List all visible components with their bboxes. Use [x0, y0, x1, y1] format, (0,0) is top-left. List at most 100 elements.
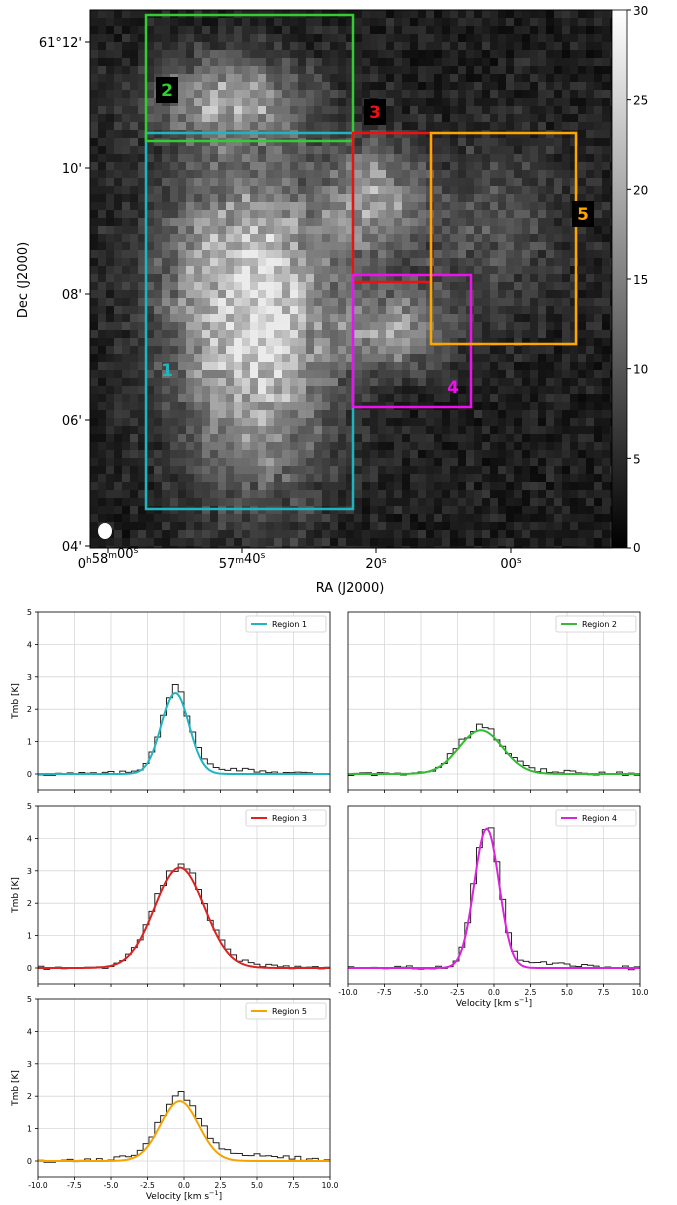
- map-pixel: [346, 434, 354, 442]
- map-pixel: [434, 154, 442, 162]
- map-pixel: [498, 394, 506, 402]
- map-pixel: [330, 474, 338, 482]
- map-pixel: [170, 18, 178, 26]
- map-pixel: [266, 498, 274, 506]
- map-pixel: [266, 146, 274, 154]
- map-pixel: [346, 218, 354, 226]
- map-pixel: [370, 250, 378, 258]
- map-pixel: [162, 330, 170, 338]
- map-pixel: [418, 42, 426, 50]
- map-pixel: [242, 146, 250, 154]
- map-pixel: [122, 266, 130, 274]
- map-pixel: [274, 458, 282, 466]
- map-pixel: [154, 114, 162, 122]
- map-pixel: [610, 354, 612, 362]
- map-pixel: [498, 490, 506, 498]
- map-pixel: [554, 234, 562, 242]
- map-pixel: [210, 154, 218, 162]
- map-pixel: [266, 530, 274, 538]
- map-pixel: [578, 522, 586, 530]
- map-pixel: [442, 202, 450, 210]
- map-pixel: [434, 186, 442, 194]
- map-pixel: [202, 58, 210, 66]
- legend-box: [245, 615, 327, 633]
- map-pixel: [378, 146, 386, 154]
- map-pixel: [418, 538, 426, 546]
- map-pixel: [210, 170, 218, 178]
- map-pixel: [490, 306, 498, 314]
- map-pixel: [586, 338, 594, 346]
- map-pixel: [282, 274, 290, 282]
- map-pixel: [242, 482, 250, 490]
- map-pixel: [370, 410, 378, 418]
- map-pixel: [290, 202, 298, 210]
- map-pixel: [498, 354, 506, 362]
- map-pixel: [338, 186, 346, 194]
- map-pixel: [594, 10, 602, 18]
- map-pixel: [90, 154, 98, 162]
- map-pixel: [482, 274, 490, 282]
- map-pixel: [450, 162, 458, 170]
- map-pixel: [346, 226, 354, 234]
- map-pixel: [394, 26, 402, 34]
- map-pixel: [338, 226, 346, 234]
- map-pixel: [562, 418, 570, 426]
- map-pixel: [378, 378, 386, 386]
- map-pixel: [450, 266, 458, 274]
- map-pixel: [434, 18, 442, 26]
- map-pixel: [234, 50, 242, 58]
- map-pixel: [498, 514, 506, 522]
- map-pixel: [106, 258, 114, 266]
- map-pixel: [602, 274, 610, 282]
- map-pixel: [138, 298, 146, 306]
- map-pixel: [474, 402, 482, 410]
- map-pixel: [570, 530, 578, 538]
- map-pixel: [514, 498, 522, 506]
- map-pixel: [322, 194, 330, 202]
- map-pixel: [194, 106, 202, 114]
- map-pixel: [266, 546, 274, 548]
- map-pixel: [210, 34, 218, 42]
- map-pixel: [210, 162, 218, 170]
- map-pixel: [562, 282, 570, 290]
- map-pixel: [282, 394, 290, 402]
- map-pixel: [410, 162, 418, 170]
- map-pixel: [322, 386, 330, 394]
- map-pixel: [562, 522, 570, 530]
- map-pixel: [122, 218, 130, 226]
- map-pixel: [290, 274, 298, 282]
- map-pixel: [586, 538, 594, 546]
- map-pixel: [282, 290, 290, 298]
- map-pixel: [386, 74, 394, 82]
- map-pixel: [386, 298, 394, 306]
- map-pixel: [202, 242, 210, 250]
- map-pixel: [370, 226, 378, 234]
- map-pixel: [442, 290, 450, 298]
- map-pixel: [154, 274, 162, 282]
- map-pixel: [506, 330, 514, 338]
- map-pixel: [602, 450, 610, 458]
- map-pixel: [346, 210, 354, 218]
- map-pixel: [154, 538, 162, 546]
- map-pixel: [194, 458, 202, 466]
- map-pixel: [554, 290, 562, 298]
- map-pixel: [602, 458, 610, 466]
- map-pixel: [530, 322, 538, 330]
- map-pixel: [434, 306, 442, 314]
- ra-tick-label: 00s: [500, 556, 522, 572]
- map-pixel: [338, 82, 346, 90]
- map-pixel: [506, 378, 514, 386]
- map-pixel: [194, 330, 202, 338]
- map-pixel: [122, 490, 130, 498]
- map-pixel: [162, 274, 170, 282]
- map-pixel: [394, 10, 402, 18]
- map-pixel: [450, 426, 458, 434]
- map-pixel: [266, 450, 274, 458]
- map-pixel: [426, 442, 434, 450]
- map-pixel: [482, 306, 490, 314]
- map-pixel: [434, 482, 442, 490]
- map-pixel: [458, 354, 466, 362]
- map-pixel: [282, 450, 290, 458]
- map-pixel: [386, 506, 394, 514]
- map-pixel: [90, 226, 98, 234]
